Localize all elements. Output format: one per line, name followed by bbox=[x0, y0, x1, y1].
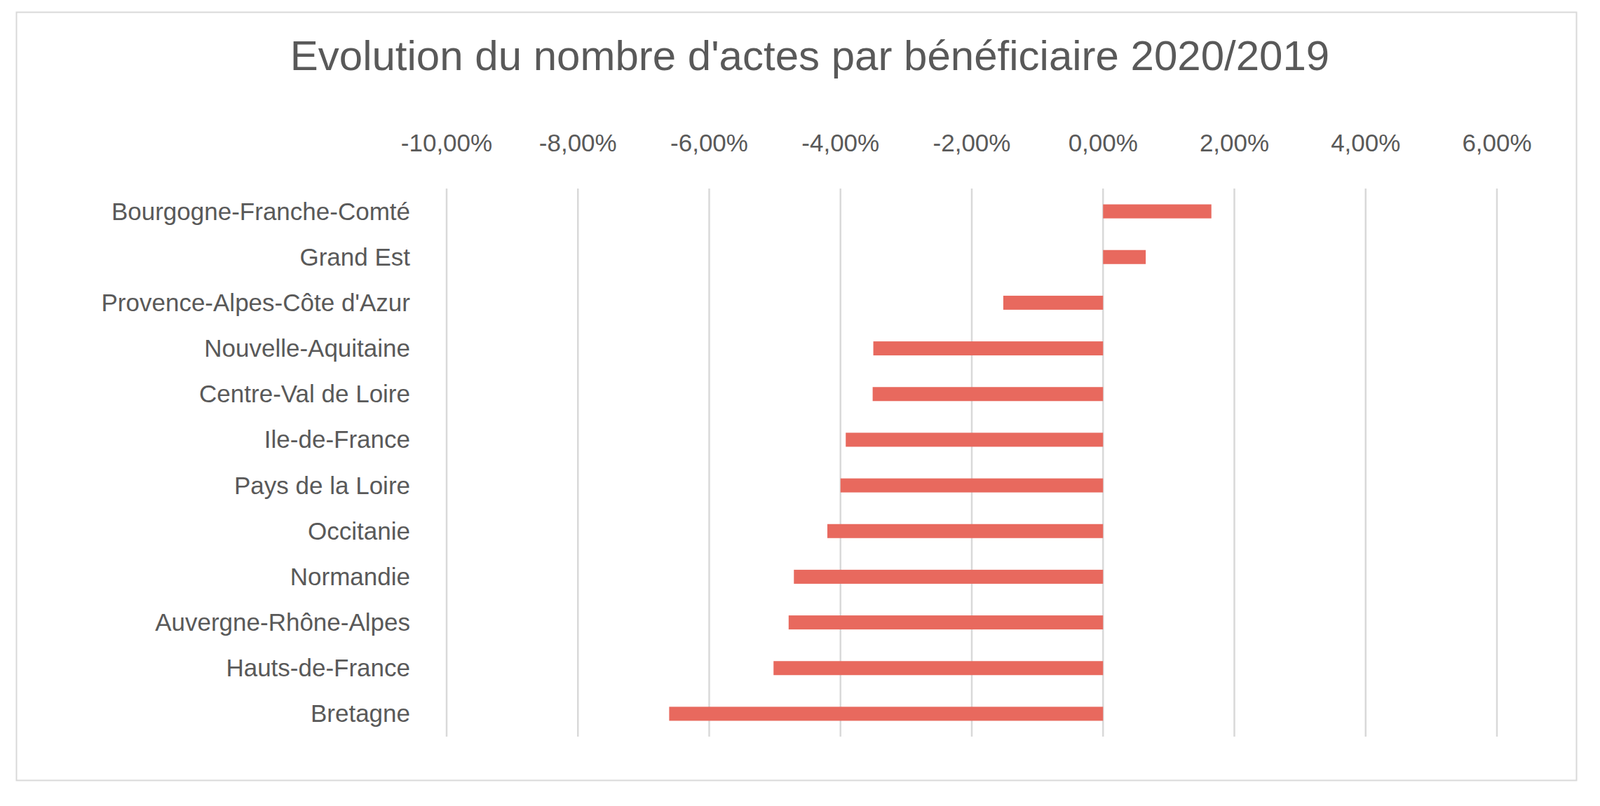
category-label: Auvergne-Rhône-Alpes bbox=[154, 608, 411, 636]
grid-line bbox=[1496, 188, 1499, 737]
category-label: Bretagne bbox=[310, 699, 411, 728]
grid-line bbox=[971, 188, 974, 737]
tick-label: 2,00% bbox=[1199, 129, 1270, 157]
tick-label: -8,00% bbox=[539, 129, 618, 157]
bar bbox=[1102, 250, 1146, 265]
chart-title: Evolution du nombre d'actes par bénéfici… bbox=[290, 32, 1330, 80]
bars bbox=[668, 204, 1211, 722]
tick-label: -10,00% bbox=[401, 129, 493, 157]
bar bbox=[773, 661, 1103, 676]
tick-label: -2,00% bbox=[933, 129, 1012, 157]
tick-label: -4,00% bbox=[801, 129, 880, 157]
bar bbox=[788, 615, 1103, 630]
chart-frame bbox=[16, 12, 1577, 782]
bar bbox=[872, 387, 1104, 402]
tick-label: 4,00% bbox=[1330, 129, 1401, 157]
bar bbox=[1102, 204, 1211, 219]
bar bbox=[668, 706, 1103, 721]
category-label: Hauts-de-France bbox=[225, 654, 411, 682]
bar bbox=[873, 341, 1104, 356]
grid-line bbox=[445, 188, 449, 737]
bar bbox=[840, 478, 1104, 493]
category-label: Normandie bbox=[290, 563, 411, 591]
tick-label: 6,00% bbox=[1461, 129, 1532, 157]
category-label: Ile-de-France bbox=[264, 425, 411, 453]
category-label: Nouvelle-Aquitaine bbox=[204, 334, 411, 362]
grid-line bbox=[1102, 188, 1105, 737]
grid-line bbox=[839, 188, 843, 737]
category-label: Grand Est bbox=[299, 243, 411, 271]
bar bbox=[827, 524, 1103, 539]
tick-label: -6,00% bbox=[670, 129, 749, 157]
category-label: Centre-Val de Loire bbox=[199, 380, 411, 408]
chart: Evolution du nombre d'actes par bénéfici… bbox=[0, 0, 1600, 806]
category-label: Pays de la Loire bbox=[234, 471, 411, 500]
bar bbox=[845, 432, 1103, 447]
grid-line bbox=[1365, 188, 1368, 737]
grid-line bbox=[708, 188, 711, 737]
category-label: Bourgogne-Franche-Comté bbox=[111, 197, 411, 226]
grid-line bbox=[577, 188, 580, 737]
category-label: Provence-Alpes-Côte d'Azur bbox=[101, 288, 411, 317]
bar bbox=[1003, 295, 1103, 310]
tick-label: 0,00% bbox=[1068, 129, 1138, 157]
bar bbox=[793, 570, 1103, 585]
grid-line bbox=[1233, 188, 1236, 737]
category-label: Occitanie bbox=[307, 517, 411, 545]
